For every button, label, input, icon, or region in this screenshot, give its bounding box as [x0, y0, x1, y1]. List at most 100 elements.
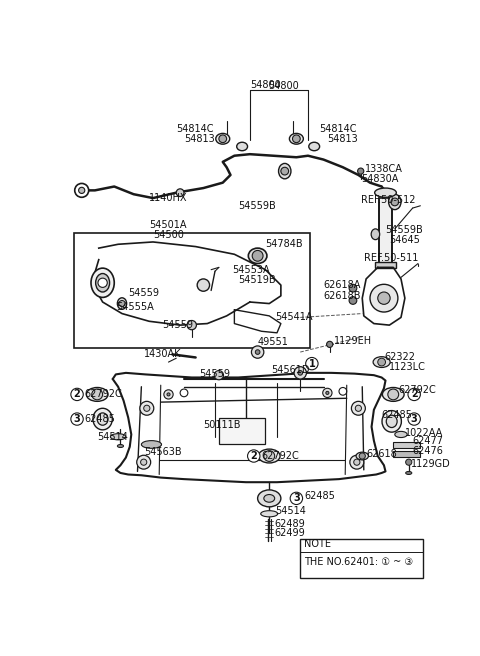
Circle shape	[358, 168, 364, 174]
Circle shape	[355, 405, 361, 411]
Circle shape	[248, 450, 260, 462]
Circle shape	[71, 413, 83, 425]
Circle shape	[294, 367, 306, 379]
Ellipse shape	[356, 452, 369, 460]
Circle shape	[406, 459, 412, 465]
Text: 54559: 54559	[200, 369, 230, 379]
Circle shape	[359, 453, 365, 459]
Text: 3: 3	[73, 414, 81, 424]
Circle shape	[144, 405, 150, 411]
Circle shape	[252, 346, 264, 358]
Text: 2: 2	[251, 451, 257, 461]
Text: 54800: 54800	[250, 80, 281, 90]
Text: THE NO.62401: ① ~ ③: THE NO.62401: ① ~ ③	[304, 558, 413, 567]
Ellipse shape	[91, 268, 114, 297]
Bar	[379, 198, 393, 264]
Ellipse shape	[97, 413, 108, 425]
Text: 54561D: 54561D	[271, 365, 309, 375]
Circle shape	[119, 300, 125, 306]
Circle shape	[176, 189, 184, 197]
Text: 62477: 62477	[413, 436, 444, 445]
Text: REF.50-511: REF.50-511	[364, 253, 418, 263]
Text: 54501A: 54501A	[149, 220, 187, 230]
Circle shape	[140, 401, 154, 415]
Bar	[393, 451, 420, 457]
Text: 54559B: 54559B	[385, 226, 423, 236]
Ellipse shape	[248, 248, 267, 264]
Bar	[300, 539, 423, 578]
Circle shape	[219, 135, 227, 142]
Ellipse shape	[383, 388, 404, 401]
Bar	[74, 233, 311, 348]
Ellipse shape	[309, 142, 320, 151]
Text: 54830A: 54830A	[360, 174, 398, 184]
Circle shape	[187, 321, 196, 330]
Circle shape	[408, 388, 420, 401]
Ellipse shape	[395, 432, 407, 438]
Circle shape	[388, 389, 399, 400]
Circle shape	[292, 135, 300, 142]
Circle shape	[141, 459, 147, 465]
Text: 54559: 54559	[162, 320, 193, 330]
Text: 1022AA: 1022AA	[405, 428, 443, 438]
Circle shape	[351, 401, 365, 415]
Circle shape	[323, 388, 332, 398]
Circle shape	[349, 297, 357, 304]
Ellipse shape	[93, 408, 112, 430]
Text: 1129EH: 1129EH	[334, 335, 372, 346]
Circle shape	[298, 371, 302, 375]
Circle shape	[281, 167, 288, 175]
Text: 54800: 54800	[268, 81, 299, 91]
Text: 3: 3	[293, 493, 300, 503]
Ellipse shape	[264, 495, 275, 502]
Circle shape	[252, 251, 263, 261]
Text: 54541A: 54541A	[276, 312, 313, 322]
Text: 54514: 54514	[276, 506, 306, 516]
Circle shape	[137, 455, 151, 469]
Circle shape	[326, 341, 333, 348]
Ellipse shape	[371, 229, 380, 239]
Circle shape	[98, 278, 107, 287]
Circle shape	[255, 350, 260, 354]
Ellipse shape	[117, 445, 123, 447]
Circle shape	[164, 390, 173, 399]
Text: 1123LC: 1123LC	[389, 363, 426, 373]
Ellipse shape	[373, 357, 390, 367]
Text: 1430AK: 1430AK	[144, 350, 181, 359]
Circle shape	[71, 388, 83, 401]
Text: 62499: 62499	[274, 528, 305, 538]
Text: 54813: 54813	[184, 134, 215, 144]
Text: 54814C: 54814C	[320, 124, 357, 134]
Circle shape	[290, 492, 302, 504]
Text: 62618: 62618	[366, 449, 397, 459]
Circle shape	[214, 371, 224, 380]
Text: 62792C: 62792C	[262, 451, 299, 461]
Ellipse shape	[237, 142, 248, 151]
Ellipse shape	[96, 274, 109, 292]
Ellipse shape	[216, 133, 230, 144]
Text: 62322: 62322	[384, 352, 415, 363]
Ellipse shape	[261, 510, 278, 517]
Text: 54784B: 54784B	[265, 239, 303, 249]
Circle shape	[306, 358, 318, 370]
Bar	[375, 262, 396, 268]
Text: 49551: 49551	[258, 337, 288, 347]
Circle shape	[349, 284, 357, 292]
Text: 2: 2	[73, 390, 81, 400]
Text: 62485: 62485	[382, 410, 412, 420]
Ellipse shape	[278, 163, 291, 179]
Bar	[393, 442, 420, 448]
Circle shape	[326, 392, 329, 394]
Text: 54519B: 54519B	[238, 276, 276, 285]
Text: 62792C: 62792C	[399, 385, 436, 395]
Ellipse shape	[117, 298, 127, 310]
Ellipse shape	[386, 415, 397, 428]
Circle shape	[75, 184, 89, 197]
Ellipse shape	[142, 441, 162, 448]
Text: 54555A: 54555A	[116, 302, 154, 312]
Text: 62485: 62485	[85, 414, 116, 424]
Text: NOTE: NOTE	[304, 539, 331, 549]
Text: 54553A: 54553A	[232, 264, 270, 275]
Circle shape	[370, 284, 398, 312]
Ellipse shape	[382, 411, 401, 432]
